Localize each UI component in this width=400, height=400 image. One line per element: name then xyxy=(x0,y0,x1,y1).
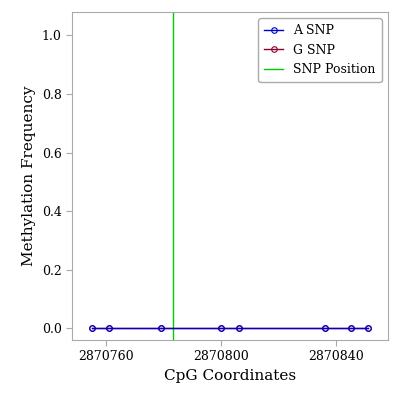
Line: A SNP: A SNP xyxy=(89,326,371,331)
Y-axis label: Methylation Frequency: Methylation Frequency xyxy=(22,86,36,266)
A SNP xyxy=(366,326,370,331)
A SNP xyxy=(348,326,353,331)
A SNP xyxy=(107,326,112,331)
G SNP xyxy=(159,326,164,331)
G SNP xyxy=(219,326,224,331)
A SNP xyxy=(219,326,224,331)
A SNP xyxy=(322,326,327,331)
A SNP xyxy=(90,326,94,331)
X-axis label: CpG Coordinates: CpG Coordinates xyxy=(164,369,296,383)
Line: G SNP: G SNP xyxy=(89,326,371,331)
A SNP xyxy=(159,326,164,331)
G SNP xyxy=(90,326,94,331)
G SNP xyxy=(236,326,241,331)
A SNP xyxy=(236,326,241,331)
G SNP xyxy=(322,326,327,331)
G SNP xyxy=(107,326,112,331)
Legend: A SNP, G SNP, SNP Position: A SNP, G SNP, SNP Position xyxy=(258,18,382,82)
G SNP xyxy=(348,326,353,331)
G SNP xyxy=(366,326,370,331)
